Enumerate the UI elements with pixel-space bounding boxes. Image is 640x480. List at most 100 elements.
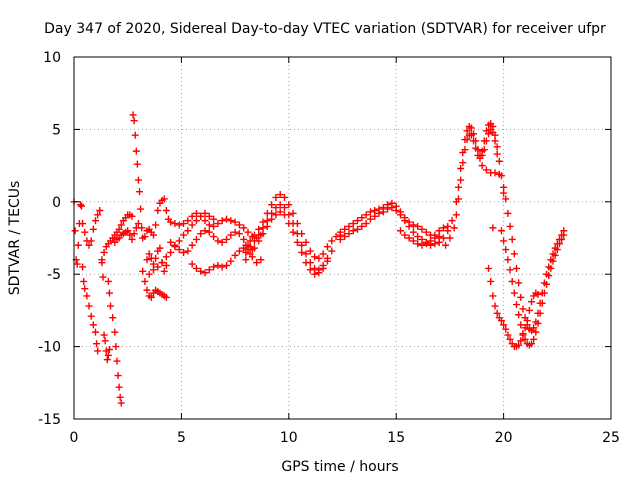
- data-point: [328, 247, 336, 255]
- data-point: [478, 162, 486, 170]
- data-point: [538, 299, 546, 307]
- data-point: [259, 230, 267, 238]
- data-point: [478, 151, 486, 159]
- data-point: [81, 285, 89, 293]
- data-point: [231, 228, 239, 236]
- data-point: [93, 340, 101, 348]
- data-point: [444, 227, 452, 235]
- data-point: [418, 241, 426, 249]
- data-point: [551, 251, 559, 259]
- data-point: [396, 211, 404, 219]
- data-point: [136, 188, 144, 196]
- data-point: [149, 266, 157, 274]
- data-point: [201, 227, 209, 235]
- data-point: [109, 314, 117, 322]
- data-point: [184, 247, 192, 255]
- data-point: [91, 217, 99, 225]
- data-point: [268, 201, 276, 209]
- data-point: [418, 225, 426, 233]
- data-point: [100, 248, 108, 256]
- data-point: [184, 217, 192, 225]
- data-point: [435, 238, 443, 246]
- data-point: [167, 218, 175, 226]
- data-point: [257, 256, 265, 264]
- data-point: [78, 202, 86, 210]
- y-tick-label: -5: [47, 267, 61, 283]
- data-point: [154, 206, 162, 214]
- data-point: [532, 328, 540, 336]
- data-point: [79, 220, 87, 228]
- data-point: [281, 193, 289, 201]
- data-point: [463, 127, 471, 135]
- series-ufpr-a: [70, 111, 173, 407]
- data-point: [130, 117, 138, 125]
- data-point: [450, 224, 458, 232]
- data-point: [117, 399, 125, 407]
- data-point: [500, 321, 508, 329]
- data-point: [510, 250, 518, 258]
- data-point: [349, 227, 357, 235]
- data-point: [210, 233, 218, 241]
- data-point: [306, 266, 314, 274]
- data-point: [293, 238, 301, 246]
- data-point: [315, 269, 323, 277]
- data-point: [223, 262, 231, 270]
- data-point: [345, 230, 353, 238]
- data-point: [512, 301, 520, 309]
- data-point: [162, 293, 170, 301]
- data-point: [192, 264, 200, 272]
- data-point: [246, 250, 254, 258]
- data-point: [160, 195, 168, 203]
- data-point: [485, 130, 493, 138]
- data-point: [188, 241, 196, 249]
- plot-frame: [73, 56, 612, 420]
- data-point: [493, 309, 501, 317]
- data-point: [132, 147, 140, 155]
- data-point: [73, 260, 81, 268]
- data-point: [133, 160, 141, 168]
- data-point: [101, 337, 109, 345]
- data-point: [134, 176, 142, 184]
- data-point: [276, 191, 284, 199]
- data-point: [147, 293, 155, 301]
- data-point: [131, 131, 139, 139]
- data-point: [512, 264, 520, 272]
- data-point: [470, 137, 478, 145]
- data-point: [263, 222, 271, 230]
- data-point: [439, 234, 447, 242]
- data-point: [188, 221, 196, 229]
- data-point: [210, 215, 218, 223]
- data-point: [504, 331, 512, 339]
- data-point: [495, 170, 503, 178]
- data-point: [240, 235, 248, 243]
- x-axis-label: GPS time / hours: [281, 459, 398, 475]
- data-point: [149, 231, 157, 239]
- data-point: [214, 220, 222, 228]
- data-point: [414, 222, 422, 230]
- data-point: [192, 209, 200, 217]
- data-point: [547, 264, 555, 272]
- data-point: [336, 235, 344, 243]
- data-point: [435, 227, 443, 235]
- data-point: [87, 237, 95, 245]
- data-point: [319, 264, 327, 272]
- data-point: [115, 225, 123, 233]
- data-point: [540, 289, 548, 297]
- data-point: [240, 224, 248, 232]
- data-point: [289, 209, 297, 217]
- data-point: [205, 228, 213, 236]
- data-point: [242, 256, 250, 264]
- data-point: [152, 254, 160, 262]
- data-point: [549, 257, 557, 265]
- data-point: [302, 259, 310, 267]
- data-point: [105, 289, 113, 297]
- data-point: [528, 340, 536, 348]
- x-tick-label: 15: [387, 430, 405, 446]
- data-point: [162, 262, 170, 270]
- x-tick-label: 25: [602, 430, 620, 446]
- data-point: [530, 335, 538, 343]
- data-point: [315, 254, 323, 262]
- data-point: [201, 217, 209, 225]
- data-point: [89, 225, 97, 233]
